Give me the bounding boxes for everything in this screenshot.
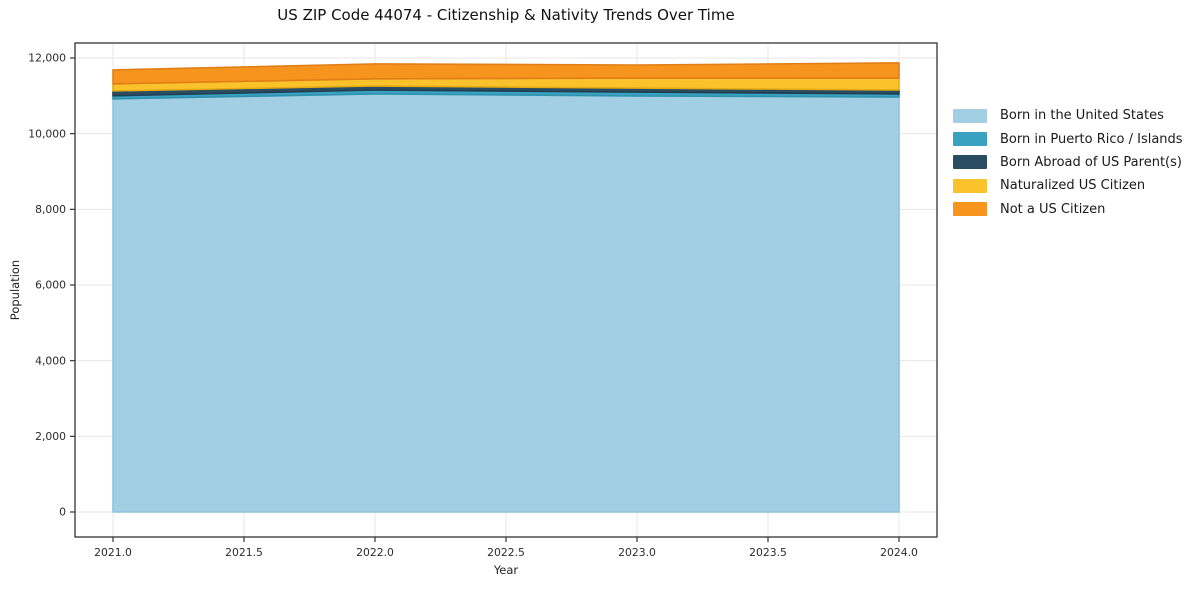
x-tick-label: 2021.0: [94, 546, 132, 559]
legend-swatch-icon: [953, 178, 987, 193]
x-tick-label: 2021.5: [225, 546, 263, 559]
legend-label: Born in Puerto Rico / Islands: [1000, 131, 1183, 147]
legend-swatch-icon: [953, 202, 987, 217]
legend-item: Born Abroad of US Parent(s): [953, 151, 1183, 174]
legend-item: Not a US Citizen: [953, 198, 1183, 221]
y-tick-label: 8,000: [35, 203, 66, 216]
legend: Born in the United States Born in Puerto…: [953, 104, 1183, 221]
legend-label: Born in the United States: [1000, 108, 1164, 124]
y-tick-label: 6,000: [35, 279, 66, 292]
x-tick-label: 2023.5: [749, 546, 787, 559]
area-series-4: [112, 62, 900, 85]
legend-item: Naturalized US Citizen: [953, 174, 1183, 197]
area-series-0: [112, 93, 900, 513]
x-tick-label: 2024.0: [880, 546, 918, 559]
y-tick-label: 12,000: [28, 52, 66, 65]
x-axis-label: Year: [493, 563, 519, 577]
x-tick-label: 2022.5: [487, 546, 525, 559]
legend-item: Born in the United States: [953, 104, 1183, 127]
legend-swatch-icon: [953, 155, 987, 170]
legend-swatch-icon: [953, 108, 987, 123]
y-tick-label: 2,000: [35, 430, 66, 443]
legend-label: Not a US Citizen: [1000, 201, 1106, 217]
legend-item: Born in Puerto Rico / Islands: [953, 127, 1183, 150]
legend-swatch-icon: [953, 132, 987, 147]
y-tick-label: 4,000: [35, 354, 66, 367]
legend-label: Naturalized US Citizen: [1000, 178, 1146, 194]
chart-title: US ZIP Code 44074 - Citizenship & Nativi…: [277, 6, 735, 24]
y-tick-label: 10,000: [28, 127, 66, 140]
x-tick-label: 2023.0: [618, 546, 656, 559]
y-tick-label: 0: [59, 506, 66, 519]
legend-label: Born Abroad of US Parent(s): [1000, 154, 1182, 170]
x-tick-label: 2022.0: [356, 546, 394, 559]
